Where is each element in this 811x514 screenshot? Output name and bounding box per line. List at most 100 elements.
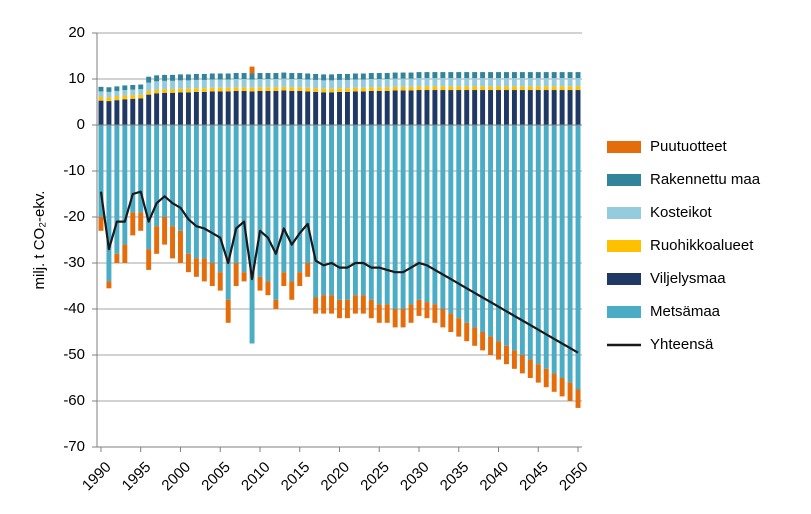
bar-segment <box>337 299 342 319</box>
bar-segment <box>360 73 366 80</box>
bar-segment <box>432 86 438 91</box>
bar-segment <box>106 281 112 289</box>
bar-segment <box>424 72 430 79</box>
legend-swatch <box>607 141 641 153</box>
bar-segment <box>289 125 295 282</box>
bar-segment <box>408 86 414 91</box>
bar-segment <box>249 87 255 92</box>
bar-segment <box>329 92 335 125</box>
bar-segment <box>575 125 581 390</box>
bar-segment <box>297 73 303 79</box>
bar-segment <box>114 253 120 263</box>
bar-segment <box>535 72 541 79</box>
bar-segment <box>496 78 501 87</box>
bar-segment <box>297 87 303 91</box>
bar-segment <box>535 86 541 91</box>
bar-segment <box>408 78 414 87</box>
bar-segment <box>209 79 215 88</box>
bar-segment <box>504 86 509 91</box>
bar-segment <box>567 90 573 125</box>
bar-segment <box>130 95 136 99</box>
bar-segment <box>337 91 342 125</box>
bar-segment <box>360 79 366 88</box>
bar-segment <box>368 87 374 91</box>
bar-segment <box>384 73 390 79</box>
bar-segment <box>376 87 382 91</box>
x-tick-label: 2005 <box>198 459 234 495</box>
bar-segment <box>130 89 136 96</box>
bar-segment <box>289 90 295 125</box>
bar-segment <box>233 90 239 125</box>
bar-segment <box>416 90 422 125</box>
bar-segment <box>344 125 350 300</box>
bar-segment <box>400 90 406 125</box>
bar-segment <box>440 86 446 91</box>
bar-segment <box>313 73 319 80</box>
bar-segment <box>98 86 104 92</box>
bar-segment <box>488 72 494 79</box>
bar-segment <box>98 96 104 101</box>
bar-segment <box>114 90 120 97</box>
bar-segment <box>241 272 247 282</box>
x-tick-label: 2015 <box>278 459 314 495</box>
bar-segment <box>313 297 319 314</box>
bar-segment <box>273 90 279 125</box>
bar-segment <box>225 79 231 88</box>
bar-segment <box>185 253 191 273</box>
bar-segment <box>352 73 358 80</box>
bar-segment <box>440 72 446 79</box>
bar-segment <box>98 100 104 125</box>
bar-segment <box>321 88 327 93</box>
bar-segment <box>162 125 168 217</box>
bar-segment <box>464 72 470 79</box>
bar-segment <box>217 87 223 92</box>
bar-segment <box>519 90 525 125</box>
bar-segment <box>456 86 462 91</box>
bar-segment <box>472 125 478 328</box>
bar-segment <box>249 66 255 74</box>
y-tick-label: -20 <box>63 208 85 225</box>
bar-segment <box>440 309 446 328</box>
bar-segment <box>130 212 136 236</box>
bar-segment <box>368 90 374 125</box>
bar-segment <box>543 78 549 87</box>
bar-segment <box>344 91 350 125</box>
bar-segment <box>488 336 494 355</box>
y-tick-label: 10 <box>68 70 85 87</box>
x-tick-label: 2035 <box>437 459 473 495</box>
bar-segment <box>519 355 525 374</box>
bar-segment <box>146 249 152 270</box>
bar-segment <box>225 91 231 125</box>
bar-segment <box>368 125 374 300</box>
bar-segment <box>551 125 557 374</box>
bar-segment <box>527 90 533 125</box>
bar-segment <box>472 90 478 125</box>
bar-segment <box>496 90 501 125</box>
bar-segment <box>249 79 255 88</box>
bar-segment <box>527 86 533 91</box>
bar-segment <box>170 226 175 259</box>
bar-segment <box>575 78 581 87</box>
bar-segment <box>464 90 470 125</box>
bar-segment <box>551 72 557 79</box>
bar-segment <box>114 86 120 91</box>
bar-segment <box>170 125 175 227</box>
bar-segment <box>551 373 557 392</box>
bar-segment <box>472 72 478 79</box>
bar-segment <box>122 95 128 100</box>
bar-segment <box>416 78 422 87</box>
bar-segment <box>480 90 486 125</box>
bar-segment <box>225 125 231 300</box>
legend-swatch <box>607 207 641 219</box>
bar-segment <box>519 72 525 79</box>
legend-swatch <box>607 240 641 252</box>
bar-segment <box>408 304 414 323</box>
bar-segment <box>424 90 430 125</box>
bar-segment <box>321 80 327 89</box>
bar-segment <box>496 72 501 79</box>
bar-segment <box>265 87 271 91</box>
bar-segment <box>241 90 247 125</box>
bar-segment <box>178 92 183 125</box>
bar-segment <box>464 322 470 342</box>
bar-segment <box>464 78 470 87</box>
